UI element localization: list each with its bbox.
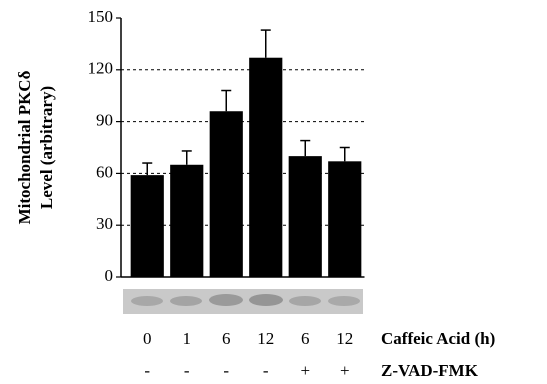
blot-band — [209, 294, 243, 306]
condition-value: - — [223, 361, 229, 380]
bar — [289, 156, 322, 277]
x-tick-label: 12 — [336, 329, 353, 348]
y-tick-label: 90 — [96, 111, 113, 130]
bar — [131, 175, 164, 277]
x-axis-label: Caffeic Acid (h) — [381, 329, 495, 348]
condition-value: - — [263, 361, 269, 380]
bar — [170, 165, 203, 277]
bar — [328, 161, 361, 277]
condition-value: + — [340, 361, 350, 380]
x-tick-label: 0 — [143, 329, 152, 348]
x-tick-label: 12 — [257, 329, 274, 348]
chart: Mitochondrial PKCδLevel (arbitrary)03060… — [0, 0, 547, 384]
y-axis-label: Mitochondrial PKCδ — [15, 70, 34, 224]
condition-label: Z-VAD-FMK — [381, 361, 479, 380]
y-axis-label: Level (arbitrary) — [37, 86, 56, 209]
x-tick-label: 6 — [222, 329, 231, 348]
y-tick-label: 60 — [96, 162, 113, 181]
bar — [210, 111, 243, 277]
blot-band — [131, 296, 163, 306]
x-tick-label: 1 — [183, 329, 192, 348]
blot-band — [170, 296, 202, 306]
blot-strip — [123, 289, 363, 314]
y-tick-label: 120 — [88, 59, 114, 78]
blot-band — [249, 294, 283, 306]
y-tick-label: 150 — [88, 7, 114, 26]
condition-value: - — [184, 361, 190, 380]
blot-band — [328, 296, 360, 306]
blot-band — [289, 296, 321, 306]
x-tick-label: 6 — [301, 329, 310, 348]
condition-value: - — [144, 361, 150, 380]
y-tick-label: 30 — [96, 214, 113, 233]
condition-value: + — [300, 361, 310, 380]
y-tick-label: 0 — [105, 266, 114, 285]
bar — [249, 58, 282, 277]
